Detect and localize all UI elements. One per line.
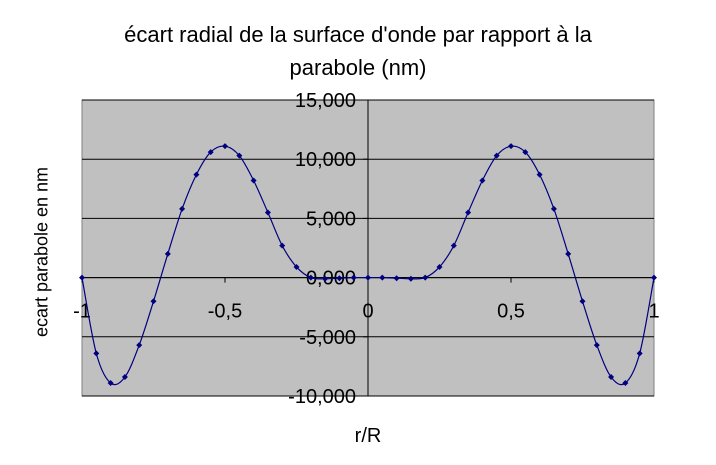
data-point — [293, 263, 300, 270]
x-tick-label: -0,5 — [208, 301, 242, 323]
data-point — [579, 298, 586, 305]
data-point — [279, 242, 286, 249]
data-point — [136, 342, 143, 349]
y-tick-label: 10,000 — [295, 149, 356, 171]
data-point — [593, 342, 600, 349]
data-point — [264, 209, 271, 216]
data-point — [393, 275, 400, 282]
data-point — [422, 274, 429, 281]
data-point — [222, 143, 228, 150]
chart-title-line-2: parabole (nm) — [289, 55, 427, 80]
data-point — [193, 171, 200, 178]
x-axis-label: r/R — [354, 425, 382, 447]
data-point — [164, 250, 171, 257]
data-point — [479, 177, 486, 184]
data-point — [522, 149, 529, 156]
data-point — [536, 171, 543, 178]
data-point — [322, 275, 329, 282]
data-point — [365, 274, 371, 281]
data-point — [622, 379, 629, 386]
y-tick-label: 5,000 — [306, 208, 356, 230]
data-point — [450, 242, 457, 249]
data-point — [465, 209, 472, 216]
data-point — [107, 379, 114, 386]
data-point — [336, 275, 343, 282]
data-point — [350, 274, 357, 281]
x-tick-label: 0,5 — [497, 301, 525, 323]
data-point — [436, 263, 443, 270]
y-tick-label: -10,000 — [288, 386, 356, 408]
data-point — [407, 275, 414, 282]
data-point — [179, 205, 186, 212]
data-point — [207, 149, 214, 156]
y-tick-label: 15,000 — [295, 90, 356, 112]
data-point — [307, 274, 314, 281]
data-point — [636, 350, 643, 357]
y-tick-label: -5,000 — [299, 327, 356, 349]
data-point — [79, 274, 85, 281]
data-point — [493, 152, 500, 159]
data-point — [121, 374, 128, 381]
data-point — [150, 298, 157, 305]
data-point — [508, 143, 514, 150]
x-tick-label: 1 — [648, 301, 659, 323]
data-point — [379, 274, 386, 281]
data-point — [608, 374, 615, 381]
data-point — [550, 205, 557, 212]
data-point — [250, 177, 257, 184]
series — [79, 143, 657, 386]
x-tick-label: 0 — [362, 301, 373, 323]
data-point — [93, 350, 100, 357]
data-point — [565, 250, 572, 257]
chart-title-line-1: écart radial de la surface d'onde par ra… — [124, 22, 592, 47]
y-axis-label: ecart parabole en nm — [31, 166, 52, 338]
data-point — [651, 274, 657, 281]
data-point — [236, 152, 243, 159]
